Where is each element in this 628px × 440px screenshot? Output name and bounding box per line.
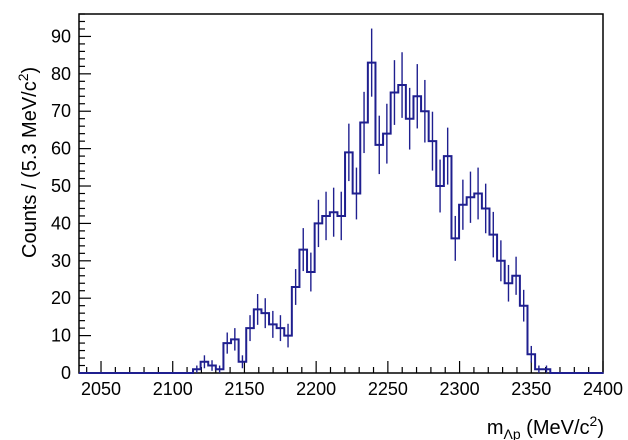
error-bars: [196, 28, 548, 373]
x-tick-label: 2400: [583, 379, 623, 399]
x-tick-label: 2050: [81, 379, 121, 399]
y-tick-label: 70: [51, 101, 71, 121]
y-tick-label: 10: [51, 326, 71, 346]
x-tick-label: 2250: [368, 379, 408, 399]
y-tick-label: 80: [51, 64, 71, 84]
y-tick-label: 60: [51, 139, 71, 159]
y-axis-title-close: ): [19, 67, 41, 74]
y-tick-label: 30: [51, 251, 71, 271]
axis-ticks: 2050 2100 2150 2200 2250 2300 2350 2400 0 10 20 30 4…: [51, 13, 623, 399]
y-tick-label: 20: [51, 288, 71, 308]
x-tick-label: 2100: [153, 379, 193, 399]
x-axis-title-sub: Λp: [503, 426, 520, 440]
y-tick-label: 90: [51, 26, 71, 46]
x-tick-label: 2300: [440, 379, 480, 399]
histogram-line: [79, 61, 604, 374]
x-axis-title-close: ): [597, 417, 604, 439]
x-tick-label: 2350: [511, 379, 551, 399]
x-tick-label: 2150: [224, 379, 264, 399]
x-axis-title-main: m: [487, 417, 504, 439]
y-tick-label: 0: [61, 363, 71, 383]
y-axis-title-main: Counts / (5.3 MeV/c: [19, 81, 41, 258]
y-axis-title-sup: 2: [15, 73, 31, 81]
x-tick-label: 2200: [296, 379, 336, 399]
x-axis-title-unit: (MeV/c: [521, 417, 590, 439]
y-axis-title: Counts / (5.3 MeV/c2): [15, 67, 41, 258]
x-axis-title-sup: 2: [590, 413, 598, 429]
y-tick-label: 40: [51, 213, 71, 233]
x-axis-title: mΛp (MeV/c2): [487, 413, 604, 440]
y-tick-label: 50: [51, 176, 71, 196]
